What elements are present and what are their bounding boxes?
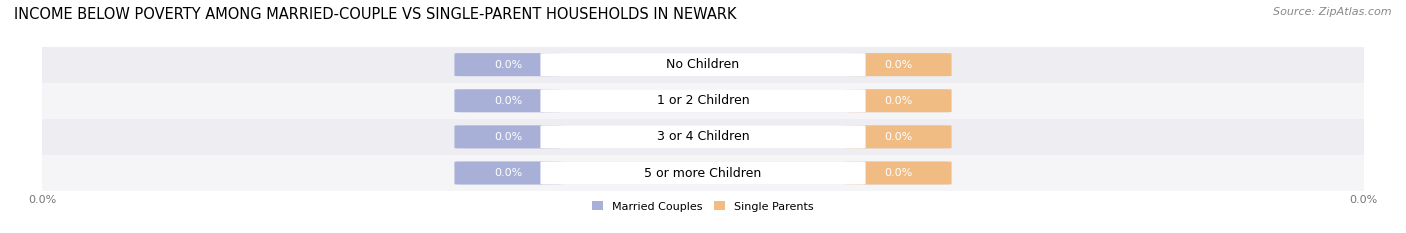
FancyBboxPatch shape: [454, 161, 952, 185]
FancyBboxPatch shape: [540, 125, 866, 148]
FancyBboxPatch shape: [845, 125, 952, 148]
Legend: Married Couples, Single Parents: Married Couples, Single Parents: [592, 201, 814, 212]
FancyBboxPatch shape: [454, 89, 561, 112]
FancyBboxPatch shape: [454, 53, 952, 76]
Text: 5 or more Children: 5 or more Children: [644, 167, 762, 179]
Text: 3 or 4 Children: 3 or 4 Children: [657, 130, 749, 143]
Bar: [42, 155, 1364, 191]
Text: 0.0%: 0.0%: [884, 132, 912, 142]
FancyBboxPatch shape: [454, 161, 561, 185]
FancyBboxPatch shape: [540, 53, 866, 76]
FancyBboxPatch shape: [454, 53, 561, 76]
FancyBboxPatch shape: [845, 89, 952, 112]
Text: 0.0%: 0.0%: [884, 60, 912, 70]
FancyBboxPatch shape: [540, 161, 866, 185]
Text: 0.0%: 0.0%: [884, 168, 912, 178]
Text: 1 or 2 Children: 1 or 2 Children: [657, 94, 749, 107]
Text: 0.0%: 0.0%: [494, 96, 522, 106]
FancyBboxPatch shape: [454, 89, 952, 112]
Bar: [42, 47, 1364, 83]
Text: INCOME BELOW POVERTY AMONG MARRIED-COUPLE VS SINGLE-PARENT HOUSEHOLDS IN NEWARK: INCOME BELOW POVERTY AMONG MARRIED-COUPL…: [14, 7, 737, 22]
Text: 0.0%: 0.0%: [884, 96, 912, 106]
Bar: [42, 119, 1364, 155]
FancyBboxPatch shape: [540, 89, 866, 112]
FancyBboxPatch shape: [845, 53, 952, 76]
FancyBboxPatch shape: [845, 161, 952, 185]
Text: 0.0%: 0.0%: [494, 168, 522, 178]
Text: Source: ZipAtlas.com: Source: ZipAtlas.com: [1274, 7, 1392, 17]
Text: 0.0%: 0.0%: [494, 60, 522, 70]
FancyBboxPatch shape: [454, 125, 952, 148]
Text: No Children: No Children: [666, 58, 740, 71]
Text: 0.0%: 0.0%: [494, 132, 522, 142]
Bar: [42, 83, 1364, 119]
FancyBboxPatch shape: [454, 125, 561, 148]
